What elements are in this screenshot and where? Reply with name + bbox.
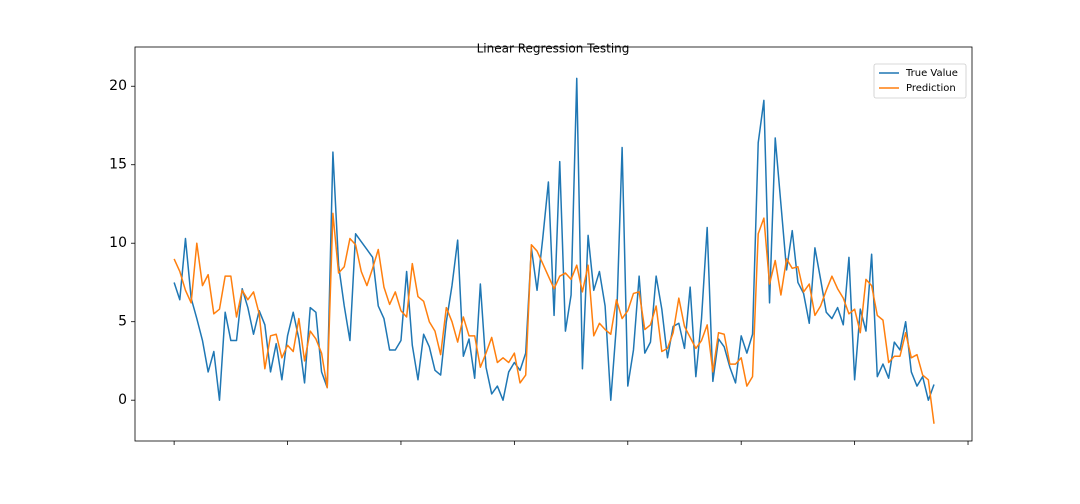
- y-tick-label: 5: [118, 314, 127, 330]
- legend-label: True Value: [905, 68, 958, 79]
- legend-label: Prediction: [906, 83, 956, 94]
- chart-title: Linear Regression Testing: [477, 42, 630, 56]
- data-line: [173, 212, 935, 424]
- y-tick-label: 15: [109, 157, 127, 173]
- axes-frame: [134, 46, 973, 442]
- data-line: [173, 77, 935, 401]
- y-tick-label: 0: [118, 392, 127, 408]
- y-tick-label: 10: [109, 235, 127, 251]
- y-tick-label: 20: [109, 78, 127, 94]
- legend: True Value Prediction: [873, 63, 967, 99]
